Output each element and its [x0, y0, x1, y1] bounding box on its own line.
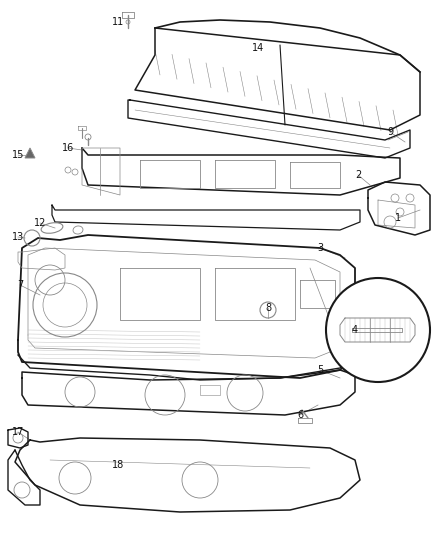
- Text: 13: 13: [12, 232, 24, 242]
- Text: 14: 14: [252, 43, 264, 53]
- Text: 1: 1: [395, 213, 401, 223]
- Text: 7: 7: [17, 280, 23, 290]
- Text: 15: 15: [12, 150, 24, 160]
- Text: 12: 12: [34, 218, 46, 228]
- Text: 18: 18: [112, 460, 124, 470]
- Text: 2: 2: [355, 170, 361, 180]
- Text: 17: 17: [12, 427, 24, 437]
- Circle shape: [326, 278, 430, 382]
- Text: 5: 5: [317, 365, 323, 375]
- Text: 9: 9: [387, 127, 393, 137]
- Polygon shape: [25, 148, 35, 158]
- Text: 4: 4: [352, 325, 358, 335]
- Text: 8: 8: [265, 303, 271, 313]
- Text: 11: 11: [112, 17, 124, 27]
- Text: 3: 3: [317, 243, 323, 253]
- Text: 6: 6: [297, 410, 303, 420]
- Text: 16: 16: [62, 143, 74, 153]
